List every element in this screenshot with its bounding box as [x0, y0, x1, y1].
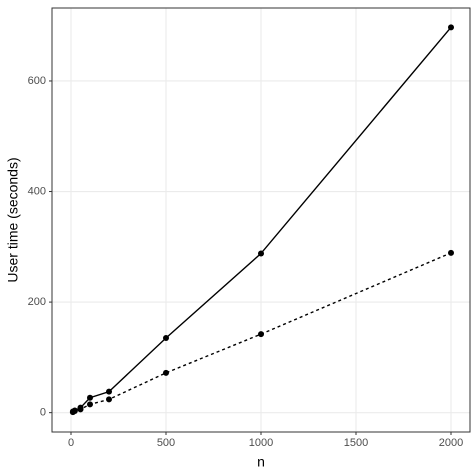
y-tick-label: 0 — [40, 407, 46, 419]
x-tick-label: 0 — [68, 437, 74, 449]
point — [448, 24, 454, 31]
y-tick-label: 400 — [28, 185, 46, 197]
point — [163, 335, 169, 342]
point — [258, 250, 264, 257]
x-tick-label: 2000 — [439, 437, 463, 449]
point — [77, 406, 84, 413]
point — [87, 401, 93, 408]
x-axis-title: n — [257, 454, 265, 470]
point — [106, 388, 112, 395]
x-tick-label: 1000 — [249, 437, 273, 449]
point — [71, 407, 78, 414]
y-tick-label: 600 — [28, 75, 46, 87]
point — [87, 394, 93, 401]
point — [106, 396, 112, 403]
point — [448, 249, 454, 256]
x-tick-label: 1500 — [344, 437, 368, 449]
y-tick-label: 200 — [28, 296, 46, 308]
point — [163, 369, 169, 376]
series-line — [72, 252, 452, 413]
y-axis-title: User time (seconds) — [5, 157, 21, 282]
x-tick-label: 500 — [157, 437, 175, 449]
point — [258, 331, 264, 338]
panel-border — [51, 7, 471, 433]
